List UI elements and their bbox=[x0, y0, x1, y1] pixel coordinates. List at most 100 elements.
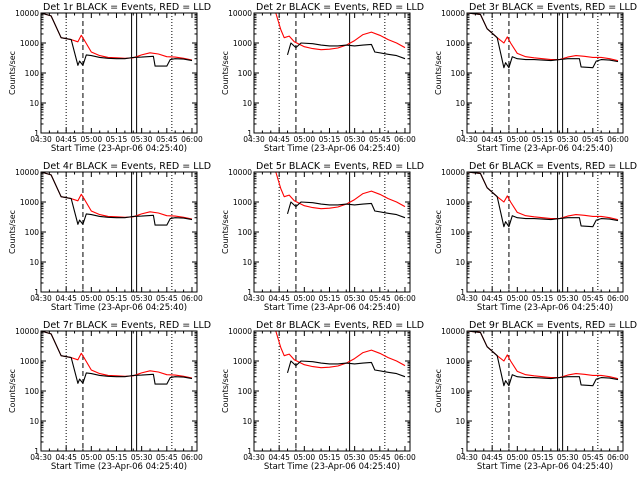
x-tick-label: 05:45 bbox=[369, 135, 391, 144]
events-series-line bbox=[40, 330, 193, 385]
lld-series-line bbox=[40, 12, 193, 61]
x-tick-label: 05:45 bbox=[156, 294, 178, 303]
x-tick-label: 06:00 bbox=[394, 135, 416, 144]
x-tick-label: 06:00 bbox=[181, 453, 203, 462]
plot-frame bbox=[40, 12, 198, 134]
y-tick-label: 100 bbox=[238, 228, 253, 237]
y-tick-label: 1 bbox=[247, 288, 252, 297]
events-series-line bbox=[286, 360, 406, 378]
x-tick-label: 04:30 bbox=[456, 453, 478, 462]
y-tick-label: 1 bbox=[34, 288, 39, 297]
x-tick-label: 05:30 bbox=[344, 294, 366, 303]
events-series-line bbox=[40, 12, 193, 67]
x-tick-label: 06:00 bbox=[607, 135, 629, 144]
x-tick-label: 04:30 bbox=[243, 453, 265, 462]
y-axis-label: Counts/sec bbox=[8, 51, 17, 95]
events-series-line bbox=[286, 42, 406, 60]
y-tick-label: 10 bbox=[455, 417, 465, 426]
x-tick-label: 05:00 bbox=[294, 453, 316, 462]
chart-title: Det 3r BLACK = Events, RED = LLD bbox=[469, 2, 637, 13]
y-tick-label: 10 bbox=[242, 99, 252, 108]
x-tick-label: 05:15 bbox=[532, 135, 554, 144]
y-tick-label: 1 bbox=[34, 129, 39, 138]
y-tick-label: 100 bbox=[25, 69, 40, 78]
x-tick-label: 05:30 bbox=[557, 135, 579, 144]
plot-frame bbox=[40, 171, 198, 293]
y-tick-label: 10 bbox=[29, 417, 39, 426]
y-tick-label: 100 bbox=[25, 228, 40, 237]
x-tick-label: 05:15 bbox=[319, 135, 341, 144]
lld-series-line bbox=[40, 330, 193, 379]
chart-title: Det 9r BLACK = Events, RED = LLD bbox=[469, 320, 637, 331]
y-axis-label: Counts/sec bbox=[8, 369, 17, 413]
x-axis-label: Start Time (23-Apr-06 04:25:40) bbox=[51, 144, 187, 154]
plot-frame bbox=[253, 330, 411, 452]
x-tick-label: 04:45 bbox=[481, 453, 503, 462]
chart-panel: Det 1r BLACK = Events, RED = LLD 1 10 100 10… bbox=[8, 2, 211, 154]
x-axis-label: Start Time (23-Apr-06 04:25:40) bbox=[264, 462, 400, 472]
x-tick-label: 05:30 bbox=[131, 294, 153, 303]
x-tick-label: 05:45 bbox=[582, 135, 604, 144]
x-tick-label: 04:45 bbox=[55, 294, 77, 303]
x-tick-label: 05:45 bbox=[582, 294, 604, 303]
chart-panel: Det 3r BLACK = Events, RED = LLD 1 10 100 10… bbox=[434, 2, 637, 154]
x-tick-label: 04:30 bbox=[30, 453, 52, 462]
chart-title: Det 5r BLACK = Events, RED = LLD bbox=[256, 161, 424, 172]
y-tick-label: 10000 bbox=[228, 9, 252, 18]
x-tick-label: 04:30 bbox=[30, 294, 52, 303]
x-tick-label: 05:15 bbox=[106, 294, 128, 303]
y-tick-label: 10 bbox=[242, 417, 252, 426]
x-tick-label: 05:45 bbox=[156, 135, 178, 144]
x-tick-label: 05:15 bbox=[319, 294, 341, 303]
y-tick-label: 1000 bbox=[233, 198, 252, 207]
y-tick-label: 1000 bbox=[20, 39, 39, 48]
x-tick-label: 05:00 bbox=[507, 135, 529, 144]
y-tick-label: 100 bbox=[451, 387, 466, 396]
x-tick-label: 05:15 bbox=[532, 294, 554, 303]
chart-panel: Det 8r BLACK = Events, RED = LLD 1 10 100 10… bbox=[221, 320, 424, 472]
events-series-line bbox=[40, 171, 193, 226]
x-tick-label: 05:45 bbox=[156, 453, 178, 462]
y-axis-label: Counts/sec bbox=[221, 210, 230, 254]
x-tick-label: 04:45 bbox=[481, 294, 503, 303]
x-axis-label: Start Time (23-Apr-06 04:25:40) bbox=[477, 303, 613, 313]
x-tick-label: 05:15 bbox=[106, 453, 128, 462]
lld-series-line bbox=[40, 171, 193, 220]
chart-panel: Det 2r BLACK = Events, RED = LLD 1 10 100 10… bbox=[221, 2, 424, 154]
y-tick-label: 10000 bbox=[441, 168, 465, 177]
y-tick-label: 10000 bbox=[228, 327, 252, 336]
y-tick-label: 10 bbox=[455, 258, 465, 267]
x-tick-label: 04:30 bbox=[456, 294, 478, 303]
y-tick-label: 10 bbox=[29, 99, 39, 108]
x-tick-label: 05:00 bbox=[507, 453, 529, 462]
chart-title: Det 6r BLACK = Events, RED = LLD bbox=[469, 161, 637, 172]
events-series-line bbox=[286, 201, 406, 219]
y-tick-label: 1 bbox=[460, 288, 465, 297]
y-tick-label: 10000 bbox=[15, 9, 39, 18]
y-tick-label: 1 bbox=[34, 447, 39, 456]
x-tick-label: 06:00 bbox=[181, 294, 203, 303]
x-tick-label: 06:00 bbox=[394, 294, 416, 303]
y-tick-label: 1000 bbox=[446, 357, 465, 366]
x-tick-label: 05:15 bbox=[319, 453, 341, 462]
x-tick-label: 05:30 bbox=[344, 453, 366, 462]
y-axis-label: Counts/sec bbox=[434, 51, 443, 95]
y-tick-label: 1 bbox=[460, 447, 465, 456]
chart-title: Det 7r BLACK = Events, RED = LLD bbox=[43, 320, 211, 331]
x-tick-label: 04:30 bbox=[243, 135, 265, 144]
y-tick-label: 1000 bbox=[20, 357, 39, 366]
x-tick-label: 06:00 bbox=[181, 135, 203, 144]
lld-series-line bbox=[466, 171, 619, 221]
y-tick-label: 100 bbox=[451, 69, 466, 78]
x-tick-label: 04:30 bbox=[243, 294, 265, 303]
x-axis-label: Start Time (23-Apr-06 04:25:40) bbox=[51, 462, 187, 472]
x-tick-label: 04:30 bbox=[30, 135, 52, 144]
y-tick-label: 10000 bbox=[441, 327, 465, 336]
x-tick-label: 05:00 bbox=[81, 453, 103, 462]
y-tick-label: 1000 bbox=[233, 39, 252, 48]
x-tick-label: 04:30 bbox=[456, 135, 478, 144]
y-tick-label: 1 bbox=[247, 129, 252, 138]
chart-title: Det 2r BLACK = Events, RED = LLD bbox=[256, 2, 424, 13]
y-tick-label: 100 bbox=[238, 387, 253, 396]
y-tick-label: 1000 bbox=[446, 39, 465, 48]
